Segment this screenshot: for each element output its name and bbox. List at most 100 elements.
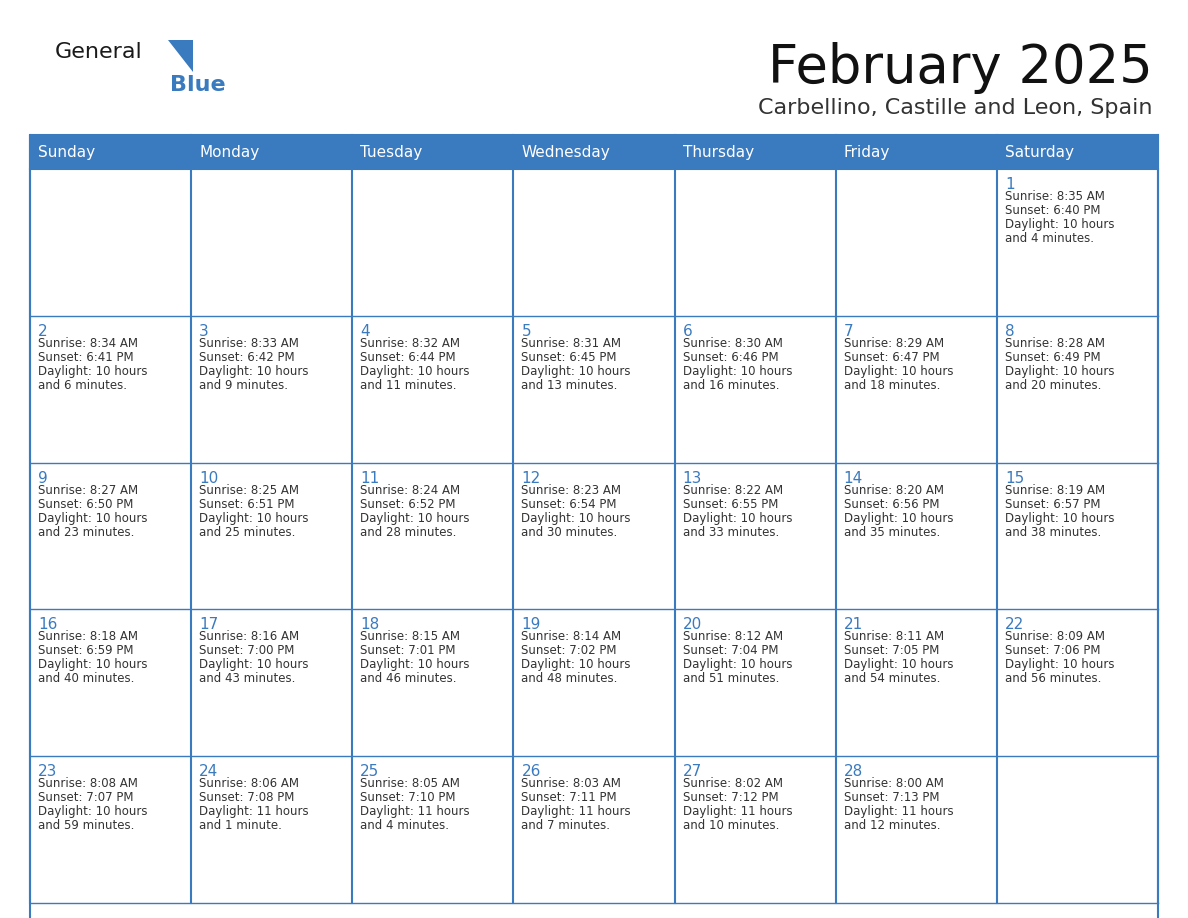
Bar	[513, 756, 675, 903]
Text: Sunset: 7:13 PM: Sunset: 7:13 PM	[843, 791, 940, 804]
Text: and 23 minutes.: and 23 minutes.	[38, 526, 134, 539]
Text: Carbellino, Castille and Leon, Spain: Carbellino, Castille and Leon, Spain	[758, 98, 1154, 118]
Bar	[835, 463, 997, 610]
Text: Sunset: 6:40 PM: Sunset: 6:40 PM	[1005, 204, 1100, 217]
Text: Daylight: 10 hours: Daylight: 10 hours	[843, 511, 953, 524]
Bar	[513, 316, 675, 463]
Text: Daylight: 10 hours: Daylight: 10 hours	[1005, 658, 1114, 671]
Text: and 35 minutes.: and 35 minutes.	[843, 526, 940, 539]
Text: 19: 19	[522, 618, 541, 633]
Text: Daylight: 10 hours: Daylight: 10 hours	[38, 511, 147, 524]
Text: Sunrise: 8:11 AM: Sunrise: 8:11 AM	[843, 631, 943, 644]
Text: Daylight: 10 hours: Daylight: 10 hours	[360, 364, 469, 378]
Text: 3: 3	[200, 324, 209, 339]
Text: Daylight: 10 hours: Daylight: 10 hours	[200, 511, 309, 524]
Text: Sunset: 6:56 PM: Sunset: 6:56 PM	[843, 498, 940, 510]
Bar	[30, 135, 1158, 918]
Text: 4: 4	[360, 324, 369, 339]
Text: 17: 17	[200, 618, 219, 633]
Text: 15: 15	[1005, 471, 1024, 486]
Text: and 33 minutes.: and 33 minutes.	[683, 526, 779, 539]
Text: Sunset: 6:51 PM: Sunset: 6:51 PM	[200, 498, 295, 510]
Text: Sunset: 7:10 PM: Sunset: 7:10 PM	[360, 791, 456, 804]
Text: Sunrise: 8:31 AM: Sunrise: 8:31 AM	[522, 337, 621, 350]
Text: Daylight: 10 hours: Daylight: 10 hours	[38, 364, 147, 378]
Text: 14: 14	[843, 471, 862, 486]
Text: Sunrise: 8:32 AM: Sunrise: 8:32 AM	[360, 337, 460, 350]
Text: Monday: Monday	[200, 144, 259, 160]
Text: Sunrise: 8:25 AM: Sunrise: 8:25 AM	[200, 484, 299, 497]
Text: Sunrise: 8:35 AM: Sunrise: 8:35 AM	[1005, 190, 1105, 203]
Bar	[30, 463, 191, 610]
Text: 16: 16	[38, 618, 57, 633]
Text: Sunrise: 8:30 AM: Sunrise: 8:30 AM	[683, 337, 783, 350]
Text: Sunrise: 8:20 AM: Sunrise: 8:20 AM	[843, 484, 943, 497]
Text: Sunrise: 8:08 AM: Sunrise: 8:08 AM	[38, 778, 138, 790]
Text: 24: 24	[200, 764, 219, 779]
Text: Sunset: 7:12 PM: Sunset: 7:12 PM	[683, 791, 778, 804]
Text: Sunrise: 8:00 AM: Sunrise: 8:00 AM	[843, 778, 943, 790]
Text: Thursday: Thursday	[683, 144, 753, 160]
Text: Sunrise: 8:09 AM: Sunrise: 8:09 AM	[1005, 631, 1105, 644]
Text: 23: 23	[38, 764, 57, 779]
Text: Sunrise: 8:24 AM: Sunrise: 8:24 AM	[360, 484, 461, 497]
Text: Sunrise: 8:12 AM: Sunrise: 8:12 AM	[683, 631, 783, 644]
Bar	[353, 756, 513, 903]
Text: Sunrise: 8:15 AM: Sunrise: 8:15 AM	[360, 631, 460, 644]
Text: and 56 minutes.: and 56 minutes.	[1005, 672, 1101, 686]
Text: Daylight: 10 hours: Daylight: 10 hours	[683, 511, 792, 524]
Text: Sunrise: 8:05 AM: Sunrise: 8:05 AM	[360, 778, 460, 790]
Text: Sunset: 7:06 PM: Sunset: 7:06 PM	[1005, 644, 1100, 657]
Text: and 51 minutes.: and 51 minutes.	[683, 672, 779, 686]
Text: Daylight: 10 hours: Daylight: 10 hours	[360, 658, 469, 671]
Text: and 25 minutes.: and 25 minutes.	[200, 526, 296, 539]
Text: Sunset: 7:07 PM: Sunset: 7:07 PM	[38, 791, 133, 804]
Text: Sunset: 6:55 PM: Sunset: 6:55 PM	[683, 498, 778, 510]
Bar	[835, 610, 997, 756]
Bar	[30, 756, 191, 903]
Text: Sunset: 6:46 PM: Sunset: 6:46 PM	[683, 351, 778, 364]
Text: 12: 12	[522, 471, 541, 486]
Text: Sunday: Sunday	[38, 144, 95, 160]
Text: Sunset: 6:59 PM: Sunset: 6:59 PM	[38, 644, 133, 657]
Text: Sunrise: 8:06 AM: Sunrise: 8:06 AM	[200, 778, 299, 790]
Text: 10: 10	[200, 471, 219, 486]
Text: Daylight: 10 hours: Daylight: 10 hours	[38, 805, 147, 818]
Text: Wednesday: Wednesday	[522, 144, 611, 160]
Text: and 13 minutes.: and 13 minutes.	[522, 379, 618, 392]
Text: Sunrise: 8:29 AM: Sunrise: 8:29 AM	[843, 337, 943, 350]
Text: Sunset: 7:05 PM: Sunset: 7:05 PM	[843, 644, 939, 657]
Bar	[675, 756, 835, 903]
Text: Sunset: 6:49 PM: Sunset: 6:49 PM	[1005, 351, 1100, 364]
Text: and 1 minute.: and 1 minute.	[200, 819, 282, 833]
Text: and 18 minutes.: and 18 minutes.	[843, 379, 940, 392]
Bar	[675, 610, 835, 756]
Text: Sunrise: 8:33 AM: Sunrise: 8:33 AM	[200, 337, 299, 350]
Text: and 54 minutes.: and 54 minutes.	[843, 672, 940, 686]
Text: and 16 minutes.: and 16 minutes.	[683, 379, 779, 392]
Bar	[835, 756, 997, 903]
Text: Sunset: 6:54 PM: Sunset: 6:54 PM	[522, 498, 617, 510]
Text: and 11 minutes.: and 11 minutes.	[360, 379, 456, 392]
Text: 20: 20	[683, 618, 702, 633]
Text: 13: 13	[683, 471, 702, 486]
Text: Daylight: 10 hours: Daylight: 10 hours	[200, 364, 309, 378]
Text: 27: 27	[683, 764, 702, 779]
Text: Blue: Blue	[170, 75, 226, 95]
Bar	[191, 756, 353, 903]
Bar	[30, 610, 191, 756]
Text: 22: 22	[1005, 618, 1024, 633]
Text: Sunset: 6:45 PM: Sunset: 6:45 PM	[522, 351, 617, 364]
Text: Daylight: 10 hours: Daylight: 10 hours	[1005, 218, 1114, 231]
Text: and 38 minutes.: and 38 minutes.	[1005, 526, 1101, 539]
Text: Sunset: 6:41 PM: Sunset: 6:41 PM	[38, 351, 133, 364]
Text: Friday: Friday	[843, 144, 890, 160]
Text: Daylight: 11 hours: Daylight: 11 hours	[360, 805, 470, 818]
Text: Sunset: 7:08 PM: Sunset: 7:08 PM	[200, 791, 295, 804]
Text: 11: 11	[360, 471, 379, 486]
Text: 9: 9	[38, 471, 48, 486]
Bar	[835, 169, 997, 316]
Bar	[191, 316, 353, 463]
Text: Sunrise: 8:23 AM: Sunrise: 8:23 AM	[522, 484, 621, 497]
Text: 8: 8	[1005, 324, 1015, 339]
